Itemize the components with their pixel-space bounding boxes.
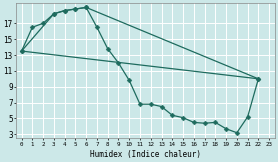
X-axis label: Humidex (Indice chaleur): Humidex (Indice chaleur) bbox=[90, 150, 201, 159]
